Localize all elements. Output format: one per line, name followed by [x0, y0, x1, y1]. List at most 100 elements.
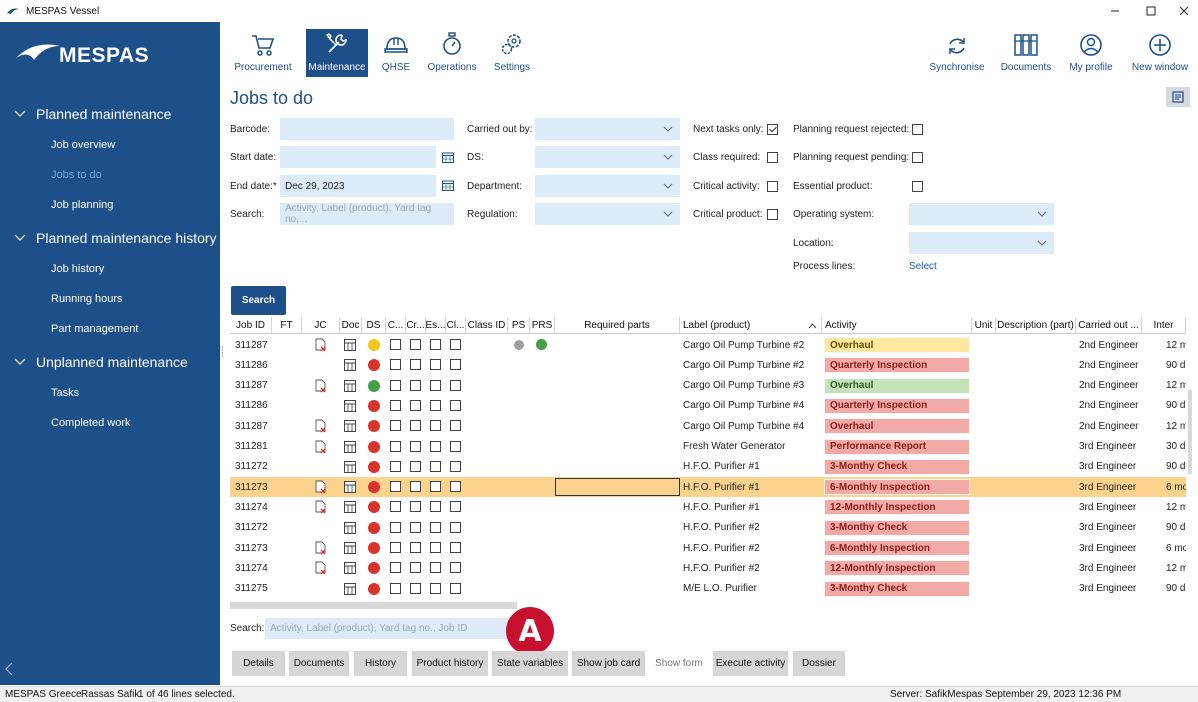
row-checkbox[interactable]	[430, 501, 441, 513]
class-required-checkbox[interactable]	[767, 152, 778, 163]
job-card-icon[interactable]	[314, 419, 328, 433]
row-checkbox[interactable]	[450, 420, 461, 432]
documents-icon[interactable]	[344, 562, 356, 575]
dossier-button[interactable]: Dossier	[793, 651, 845, 676]
synchronise-button[interactable]: Synchronise	[928, 29, 986, 77]
column-header[interactable]: Activity	[822, 317, 972, 334]
documents-icon[interactable]	[344, 501, 356, 514]
row-checkbox[interactable]	[450, 481, 461, 493]
row-checkbox[interactable]	[390, 562, 401, 574]
row-checkbox[interactable]	[450, 359, 461, 371]
column-header[interactable]: FT	[272, 317, 302, 334]
critical-product-checkbox[interactable]	[767, 209, 778, 220]
row-checkbox[interactable]	[450, 339, 461, 350]
row-checkbox[interactable]	[410, 420, 421, 432]
row-checkbox[interactable]	[390, 542, 401, 553]
search-button[interactable]: Search	[231, 286, 286, 315]
nav-item-jobs-to-do[interactable]: Jobs to do	[51, 169, 102, 181]
barcode-input[interactable]	[280, 118, 454, 140]
documents-icon[interactable]	[344, 379, 356, 392]
calendar-icon[interactable]	[442, 180, 454, 191]
row-checkbox[interactable]	[410, 562, 421, 574]
row-checkbox[interactable]	[450, 521, 461, 533]
horizontal-scrollbar[interactable]	[230, 602, 517, 609]
table-row[interactable]: 311281 Fresh Water Generator Performance R…	[230, 437, 1186, 457]
row-checkbox[interactable]	[430, 562, 441, 574]
row-checkbox[interactable]	[390, 582, 401, 594]
column-header[interactable]: Carried out ...	[1076, 317, 1142, 334]
row-checkbox[interactable]	[410, 481, 421, 493]
column-header[interactable]: Cr...	[406, 317, 426, 334]
row-checkbox[interactable]	[450, 379, 461, 391]
nav-section-unplanned-maintenance[interactable]: Unplanned maintenance	[0, 349, 220, 375]
job-card-icon[interactable]	[314, 440, 328, 454]
job-card-icon[interactable]	[314, 338, 328, 352]
critical-activity-checkbox[interactable]	[767, 181, 778, 192]
row-checkbox[interactable]	[410, 501, 421, 513]
job-card-icon[interactable]	[314, 541, 328, 555]
row-checkbox[interactable]	[430, 420, 441, 432]
row-checkbox[interactable]	[430, 521, 441, 533]
operating-system-select[interactable]	[909, 203, 1054, 225]
module-maintenance[interactable]: Maintenance	[306, 29, 368, 77]
table-row[interactable]: 311286 Cargo Oil Pump Turbine #4 Quarterly…	[230, 396, 1186, 416]
row-checkbox[interactable]	[450, 582, 461, 594]
row-checkbox[interactable]	[450, 562, 461, 574]
row-checkbox[interactable]	[430, 582, 441, 594]
nav-item-job-planning[interactable]: Job planning	[51, 199, 114, 211]
column-header[interactable]: JC	[302, 317, 340, 334]
row-checkbox[interactable]	[450, 440, 461, 452]
row-checkbox[interactable]	[410, 542, 421, 553]
table-row[interactable]: 311287 Cargo Oil Pump Turbine #3 Overhaul 2…	[230, 376, 1186, 396]
column-header[interactable]: Job ID	[230, 317, 272, 334]
column-header[interactable]: PS	[508, 317, 530, 334]
calendar-icon[interactable]	[442, 152, 454, 163]
bottom-search-input[interactable]: Activity, Label (product), Yard tag no.,…	[265, 618, 513, 639]
row-checkbox[interactable]	[430, 460, 441, 472]
module-operations[interactable]: Operations	[424, 29, 480, 77]
documents-icon[interactable]	[344, 481, 356, 494]
start-date-input[interactable]	[280, 146, 436, 168]
row-checkbox[interactable]	[410, 339, 421, 350]
column-header[interactable]: Doc	[340, 317, 362, 334]
row-checkbox[interactable]	[390, 521, 401, 533]
close-button[interactable]	[1166, 0, 1198, 22]
planning-request-rejected-checkbox[interactable]	[912, 124, 923, 135]
planning-request-pending-checkbox[interactable]	[912, 152, 923, 163]
process-lines-select-link[interactable]: Select	[909, 261, 937, 272]
documents-icon[interactable]	[344, 440, 356, 453]
module-procurement[interactable]: Procurement	[230, 29, 296, 77]
state-variables-button[interactable]: State variables	[492, 651, 568, 676]
documents-icon[interactable]	[344, 542, 356, 554]
column-header[interactable]: DS	[362, 317, 386, 334]
maximize-button[interactable]	[1133, 0, 1169, 22]
job-card-icon[interactable]	[314, 561, 328, 575]
row-checkbox[interactable]	[390, 359, 401, 371]
splitter-grip[interactable]	[221, 345, 224, 359]
table-row[interactable]: 311272 H.F.O. Purifier #2 3-Monthy Check 3r…	[230, 518, 1186, 538]
documents-action-button[interactable]: Documents	[289, 651, 349, 676]
nav-item-job-overview[interactable]: Job overview	[51, 139, 116, 151]
product-history-button[interactable]: Product history	[412, 651, 488, 676]
documents-icon[interactable]	[344, 521, 356, 534]
table-row[interactable]: 311287 Cargo Oil Pump Turbine #4 Overhaul 2…	[230, 416, 1186, 436]
row-checkbox[interactable]	[390, 420, 401, 432]
nav-section-planned-maintenance-history[interactable]: Planned maintenance history	[0, 225, 220, 251]
location-select[interactable]	[909, 232, 1054, 254]
module-qhse[interactable]: QHSE	[378, 29, 414, 77]
ds-select[interactable]	[535, 146, 680, 168]
minimize-button[interactable]	[1097, 0, 1133, 22]
column-header[interactable]: C...	[386, 317, 406, 334]
row-checkbox[interactable]	[450, 460, 461, 472]
details-button[interactable]: Details	[232, 651, 285, 676]
carried-out-by-select[interactable]	[535, 118, 680, 140]
job-card-icon[interactable]	[314, 480, 328, 494]
row-checkbox[interactable]	[390, 460, 401, 472]
row-checkbox[interactable]	[410, 399, 421, 411]
row-checkbox[interactable]	[410, 359, 421, 371]
column-header[interactable]: PRS	[530, 317, 555, 334]
documents-button[interactable]: Documents	[998, 29, 1054, 77]
table-row[interactable]: 311275 M/E L.O. Purifier 3-Monthy Check 3rd…	[230, 579, 1186, 599]
documents-icon[interactable]	[344, 399, 356, 412]
table-row[interactable]: 311272 H.F.O. Purifier #1 3-Monthy Check 3r…	[230, 457, 1186, 477]
